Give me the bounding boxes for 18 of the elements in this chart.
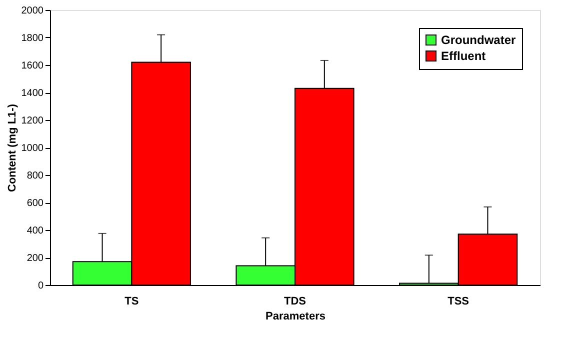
y-tick-label: 1200 xyxy=(21,116,44,126)
x-tick-label: TDS xyxy=(284,296,306,308)
y-tick-label: 1800 xyxy=(21,33,44,44)
y-tick-label: 1400 xyxy=(21,88,44,99)
y-tick-label: 400 xyxy=(26,226,44,236)
legend-label: Groundwater xyxy=(441,33,516,47)
y-tick-label: 1000 xyxy=(21,143,44,154)
legend-label: Effluent xyxy=(441,49,486,63)
y-tick-label: 0 xyxy=(38,280,44,292)
y-tick-label: 800 xyxy=(26,170,44,182)
y-tick-label: 600 xyxy=(26,198,44,209)
y-tick-label: 1600 xyxy=(21,60,44,72)
y-axis-title: Content (mg L1-) xyxy=(6,104,18,192)
y-tick-label: 2000 xyxy=(21,6,44,16)
x-tick-label: TS xyxy=(124,296,139,308)
x-tick-label: TSS xyxy=(448,296,470,308)
x-axis-title: Parameters xyxy=(266,310,326,322)
y-tick-label: 200 xyxy=(26,253,44,264)
